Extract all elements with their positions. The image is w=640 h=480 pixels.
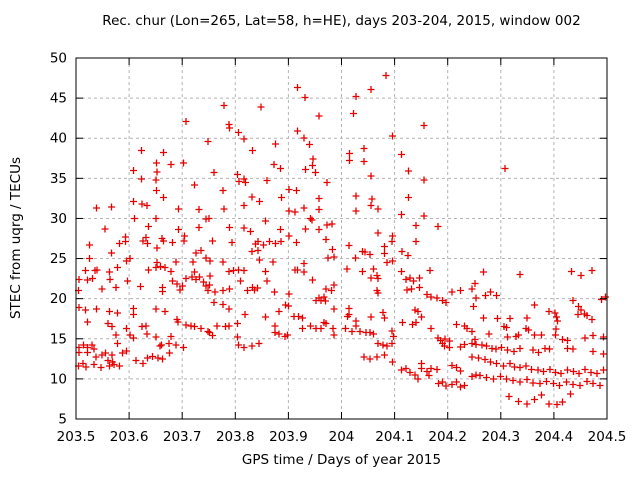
x-tick-label: 203.5 bbox=[57, 429, 96, 445]
x-tick-label: 204.5 bbox=[588, 429, 627, 445]
x-tick-label: 203.8 bbox=[216, 429, 255, 445]
x-tick-label: 204.3 bbox=[481, 429, 520, 445]
y-tick-label: 30 bbox=[50, 211, 67, 227]
y-tick-label: 20 bbox=[50, 291, 67, 307]
y-tick-label: 25 bbox=[50, 251, 67, 267]
y-tick-label: 15 bbox=[50, 331, 67, 347]
x-tick-label: 204.4 bbox=[535, 429, 574, 445]
x-axis-label: GPS time / Days of year 2015 bbox=[241, 452, 442, 468]
chart-title: Rec. chur (Lon=265, Lat=58, h=HE), days … bbox=[102, 13, 581, 29]
x-tick-label: 204 bbox=[329, 429, 355, 445]
y-tick-label: 50 bbox=[50, 51, 67, 67]
x-tick-label: 204.1 bbox=[375, 429, 414, 445]
y-tick-label: 35 bbox=[50, 171, 67, 187]
x-tick-label: 203.7 bbox=[163, 429, 202, 445]
x-tick-label: 204.2 bbox=[428, 429, 467, 445]
x-tick-label: 203.9 bbox=[269, 429, 308, 445]
y-tick-label: 10 bbox=[50, 371, 67, 387]
y-tick-label: 45 bbox=[50, 91, 67, 107]
y-tick-label: 5 bbox=[58, 412, 67, 428]
x-tick-label: 203.6 bbox=[110, 429, 149, 445]
y-tick-label: 40 bbox=[50, 131, 67, 147]
data-point-markers bbox=[75, 72, 609, 408]
